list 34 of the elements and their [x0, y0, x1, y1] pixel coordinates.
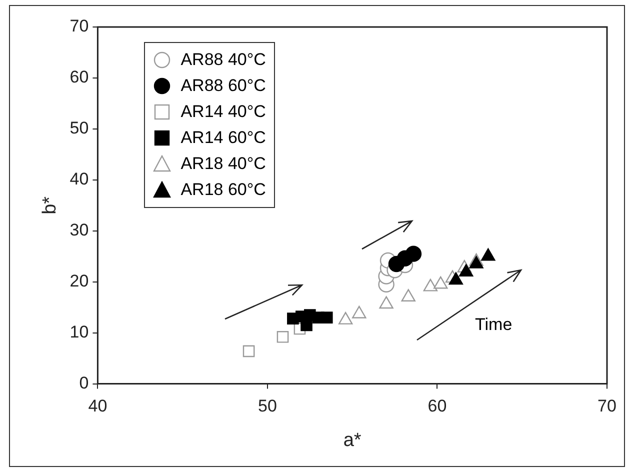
- x-tick-label: 40: [88, 396, 108, 416]
- y-tick-label: 60: [70, 68, 89, 87]
- legend-label: AR88 60°C: [180, 76, 266, 96]
- y-axis-title: b*: [40, 196, 61, 214]
- point: [405, 246, 422, 262]
- point: [481, 248, 496, 261]
- y-tick-label: 30: [70, 220, 89, 240]
- y-tick-label: 10: [70, 322, 89, 342]
- point: [379, 296, 394, 309]
- point: [401, 289, 416, 302]
- x-axis-title: a*: [343, 430, 362, 451]
- point: [276, 331, 289, 343]
- point: [300, 319, 312, 332]
- y-tick-label: 20: [70, 272, 89, 291]
- legend-label: AR18 60°C: [180, 180, 266, 200]
- legend-label: AR18 40°C: [180, 154, 266, 174]
- legend-label: AR14 40°C: [180, 102, 266, 122]
- x-tick-label: 70: [598, 396, 616, 416]
- point: [423, 278, 438, 292]
- y-tick-label: 0: [79, 373, 89, 392]
- point: [242, 345, 255, 358]
- x-tick-label: 50: [258, 396, 277, 416]
- point: [459, 264, 474, 277]
- y-tick-label: 70: [70, 16, 89, 36]
- y-tick-label: 40: [70, 170, 89, 189]
- point: [448, 272, 464, 285]
- point: [320, 312, 333, 324]
- legend-label: AR88 40°C: [180, 50, 266, 70]
- point: [434, 276, 448, 289]
- x-tick-label: 60: [428, 396, 447, 416]
- legend-label: AR14 60°C: [180, 128, 266, 148]
- y-tick-label: 50: [70, 118, 89, 138]
- annotation: Time: [475, 315, 512, 335]
- point: [469, 256, 484, 268]
